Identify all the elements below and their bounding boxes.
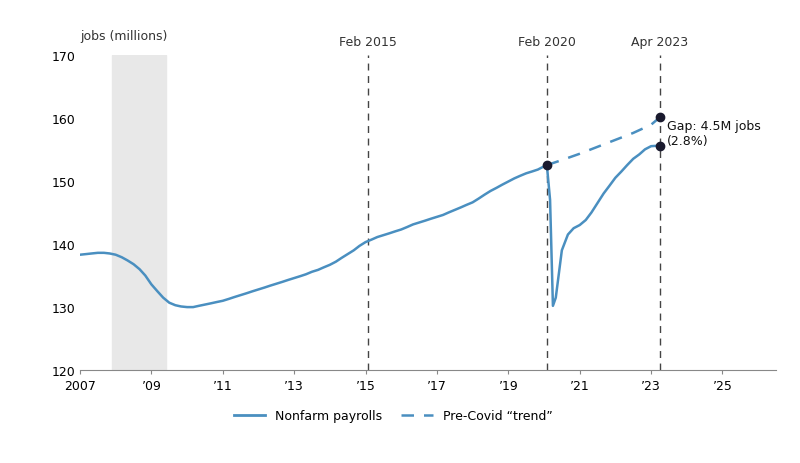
Text: Gap: 4.5M jobs
(2.8%): Gap: 4.5M jobs (2.8%) <box>667 120 761 148</box>
Text: Apr 2023: Apr 2023 <box>631 36 689 49</box>
Bar <box>112 56 166 370</box>
Legend: Nonfarm payrolls, Pre-Covid “trend”: Nonfarm payrolls, Pre-Covid “trend” <box>229 404 558 427</box>
Text: Feb 2015: Feb 2015 <box>339 36 398 49</box>
Text: Feb 2020: Feb 2020 <box>518 36 576 49</box>
Text: jobs (millions): jobs (millions) <box>80 30 167 43</box>
